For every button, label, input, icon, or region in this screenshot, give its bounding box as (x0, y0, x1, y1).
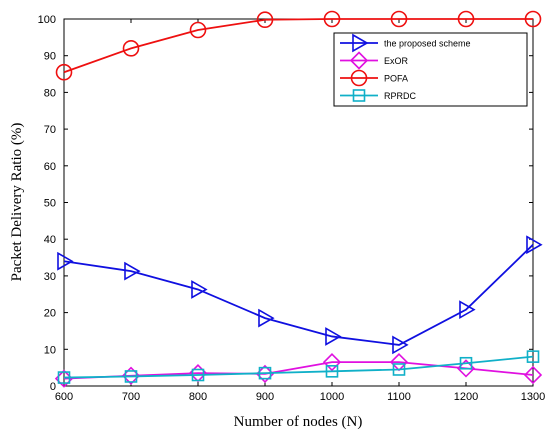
data-point (124, 370, 138, 383)
y-axis-title: Packet Delivery Ratio (%) (9, 123, 25, 282)
x-tick-label: 1000 (320, 391, 344, 403)
data-point (191, 368, 205, 382)
data-point (392, 363, 406, 376)
data-point (57, 251, 74, 271)
data-point (526, 350, 540, 363)
data-point (55, 63, 73, 81)
data-point (392, 335, 409, 355)
legend-marker (352, 89, 366, 102)
data-point (189, 21, 207, 39)
data-point (459, 356, 473, 370)
legend-label: POFA (384, 74, 408, 84)
x-axis-title: Number of nodes (N) (234, 414, 363, 430)
y-tick-label: 20 (44, 308, 56, 320)
y-tick-label: 80 (44, 87, 56, 99)
legend-label: the proposed scheme (384, 39, 471, 49)
series-line (63, 244, 534, 346)
data-point (523, 365, 543, 385)
series-line (63, 355, 534, 379)
data-point (457, 10, 475, 28)
data-point (390, 10, 408, 28)
y-tick-label: 100 (38, 14, 56, 26)
legend-label: RPRDC (384, 91, 417, 101)
series-line (63, 18, 533, 74)
x-tick-label: 900 (256, 391, 274, 403)
y-tick-label: 70 (44, 124, 56, 136)
data-point (122, 40, 140, 57)
legend-marker (349, 51, 369, 70)
data-point (323, 10, 341, 28)
legend: the proposed scheme ExOR POFA RPRDC (333, 32, 528, 107)
data-point (526, 235, 543, 255)
series-triangle-right (57, 235, 543, 355)
y-tick-label: 0 (50, 381, 56, 393)
data-point (258, 366, 272, 380)
x-tick-label: 1100 (387, 391, 411, 403)
legend-marker (352, 33, 369, 53)
legend-marker (350, 69, 368, 87)
data-point (124, 261, 141, 281)
y-tick-label: 50 (44, 198, 56, 210)
series-square (57, 350, 540, 384)
data-point (325, 365, 339, 378)
x-tick-label: 1300 (521, 391, 545, 403)
legend-label: ExOR (384, 56, 409, 66)
data-point (256, 11, 274, 29)
data-point (524, 10, 542, 28)
data-point (191, 280, 208, 299)
y-tick-label: 10 (44, 344, 56, 356)
series-layer (54, 10, 543, 388)
data-point (258, 308, 275, 328)
x-tick-label: 800 (189, 391, 207, 403)
data-point (322, 353, 342, 372)
y-tick-label: 40 (44, 234, 56, 246)
x-tick-label: 1200 (454, 391, 478, 403)
axis-ticks: 600 700 800 900 1000 1100 1200 1300 0 10 20 30 40 50 6… (38, 14, 546, 403)
data-point (57, 371, 71, 384)
series-line (63, 361, 534, 380)
legend-box (333, 32, 528, 107)
y-tick-label: 60 (44, 161, 56, 173)
x-tick-label: 600 (55, 391, 73, 403)
data-point (325, 327, 342, 346)
y-tick-label: 90 (44, 51, 56, 63)
series-circle (55, 10, 542, 81)
y-tick-label: 30 (44, 271, 56, 283)
x-tick-label: 700 (122, 391, 140, 403)
data-point (459, 300, 476, 320)
